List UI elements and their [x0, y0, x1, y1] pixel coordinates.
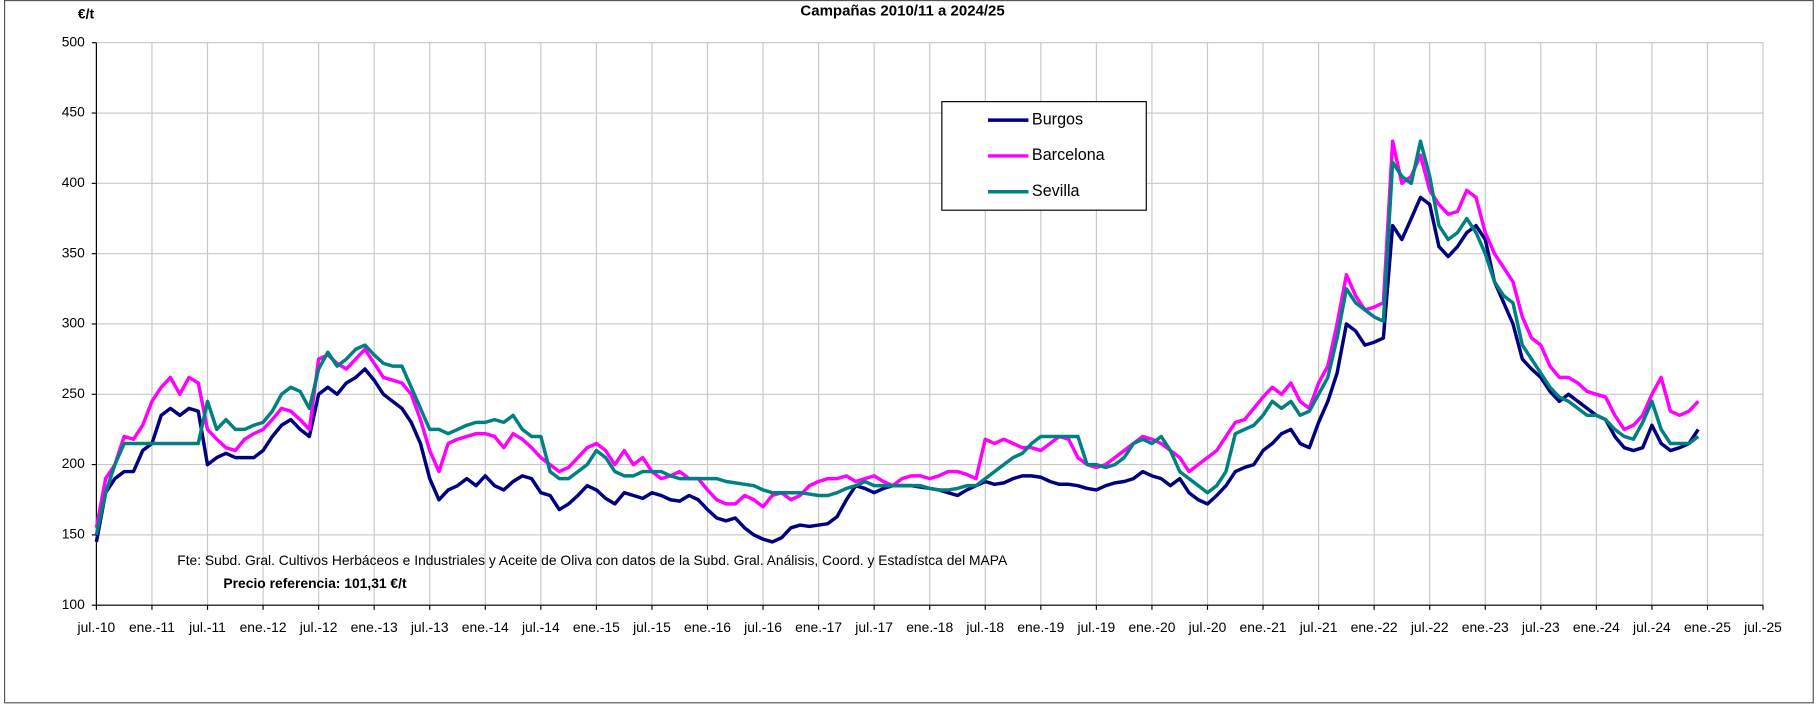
x-tick-label: jul.-15 — [632, 619, 671, 635]
legend-label: Burgos — [1032, 110, 1083, 128]
y-tick-label: 450 — [62, 104, 85, 120]
y-tick-label: 350 — [62, 244, 85, 260]
x-tick-label: ene.-16 — [684, 619, 731, 635]
y-tick-label: 500 — [62, 33, 85, 49]
x-tick-label: jul.-18 — [965, 619, 1004, 635]
x-tick-label: jul.-11 — [188, 619, 226, 635]
y-tick-label: 400 — [62, 174, 85, 190]
x-tick-label: ene.-13 — [351, 619, 398, 635]
x-tick-label: ene.-15 — [573, 619, 620, 635]
legend-box — [941, 101, 1147, 211]
reference-note: Precio referencia: 101,31 €/t — [223, 575, 407, 591]
x-tick-label: ene.-19 — [1017, 619, 1064, 635]
grid: 100 150 200 250 300 350 400 450 500 jul.-10 ene.-1… — [62, 33, 1782, 635]
x-tick-label: jul.-14 — [521, 619, 560, 635]
x-tick-label: jul.-13 — [410, 619, 449, 635]
x-tick-label: jul.-22 — [1410, 619, 1449, 635]
x-tick-label: ene.-22 — [1351, 619, 1398, 635]
x-tick-label: jul.-23 — [1521, 619, 1560, 635]
y-axis-label: €/t — [78, 6, 95, 22]
x-tick-label: jul.-17 — [854, 619, 893, 635]
legend-label: Sevilla — [1032, 182, 1080, 200]
x-tick-label: jul.-21 — [1299, 619, 1338, 635]
x-tick-label: ene.-21 — [1240, 619, 1287, 635]
chart-title: Campañas 2010/11 a 2024/25 — [800, 3, 1004, 20]
source-note: Fte: Subd. Gral. Cultivos Herbáceos e In… — [177, 552, 1008, 568]
x-tick-label: jul.-25 — [1743, 619, 1782, 635]
y-tick-label: 250 — [62, 385, 85, 401]
x-tick-label: ene.-20 — [1128, 619, 1175, 635]
x-tick-label: jul.-20 — [1188, 619, 1227, 635]
chart-frame — [3, 0, 1814, 704]
x-tick-label: jul.-19 — [1077, 619, 1116, 635]
x-tick-label: jul.-16 — [743, 619, 782, 635]
y-tick-label: 300 — [62, 315, 85, 331]
lines — [94, 139, 1700, 544]
series-line — [94, 139, 1700, 536]
x-tick-label: ene.-25 — [1684, 619, 1731, 635]
x-tick-label: jul.-10 — [77, 619, 116, 635]
x-tick-label: ene.-18 — [906, 619, 953, 635]
x-tick-label: ene.-23 — [1462, 619, 1509, 635]
x-tick-label: ene.-11 — [129, 619, 175, 635]
legend-label: Barcelona — [1032, 146, 1105, 164]
y-tick-label: 150 — [62, 526, 85, 542]
legend: Burgos Barcelona Sevilla — [941, 101, 1147, 211]
x-tick-label: ene.-14 — [462, 619, 509, 635]
x-tick-label: ene.-17 — [795, 619, 842, 635]
y-tick-label: 200 — [62, 455, 85, 471]
x-tick-label: jul.-24 — [1632, 619, 1671, 635]
x-tick-label: jul.-12 — [299, 619, 338, 635]
x-tick-label: ene.-24 — [1573, 619, 1620, 635]
x-tick-label: ene.-12 — [240, 619, 287, 635]
y-tick-label: 100 — [62, 596, 85, 612]
